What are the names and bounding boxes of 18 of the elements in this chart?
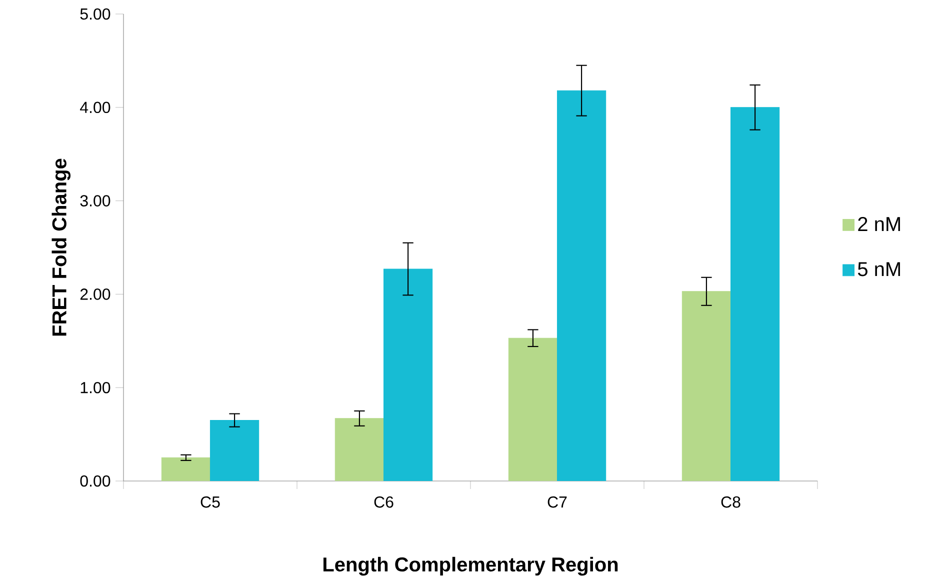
bar bbox=[508, 338, 558, 481]
y-axis-title: FRET Fold Change bbox=[52, 158, 70, 336]
x-tick-label: C8 bbox=[721, 496, 740, 508]
y-tick-label: 1.00 bbox=[80, 382, 110, 394]
x-axis-title: Length Complementary Region bbox=[323, 556, 618, 576]
y-tick-label: 0.00 bbox=[80, 475, 110, 487]
y-tick-label: 3.00 bbox=[80, 195, 110, 206]
y-tick-label: 5.00 bbox=[80, 8, 110, 20]
legend-label: 5 nM bbox=[858, 262, 900, 276]
x-tick-label: C7 bbox=[548, 496, 567, 508]
bar bbox=[334, 418, 384, 481]
y-tick-label: 2.00 bbox=[80, 288, 110, 300]
y-tick-label: 4.00 bbox=[80, 102, 110, 114]
legend-label: 2 nM bbox=[858, 216, 900, 231]
x-tick-label: C5 bbox=[200, 496, 220, 508]
bar bbox=[682, 291, 732, 481]
x-tick-label: C6 bbox=[374, 496, 394, 508]
bar bbox=[161, 457, 211, 481]
